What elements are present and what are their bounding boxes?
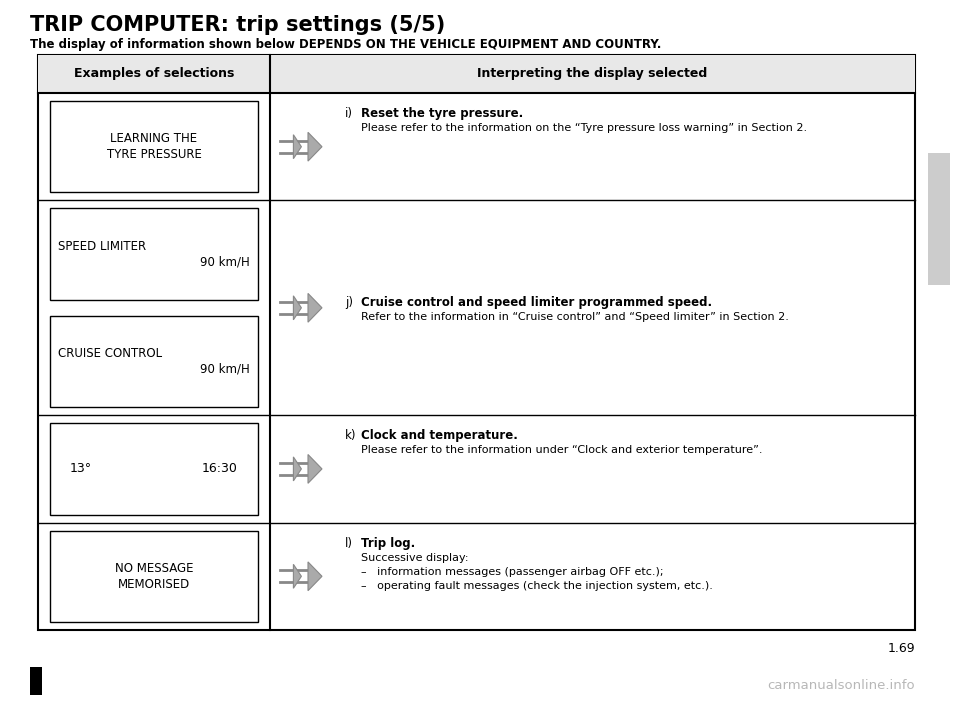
Text: CRUISE CONTROL: CRUISE CONTROL: [58, 347, 162, 360]
Bar: [30, 667, 42, 695]
Text: Successive display:: Successive display:: [361, 552, 468, 562]
Text: Examples of selections: Examples of selections: [74, 67, 234, 80]
Bar: [928, 153, 950, 285]
Text: TYRE PRESSURE: TYRE PRESSURE: [107, 148, 202, 161]
Text: j): j): [345, 296, 353, 309]
Text: Reset the tyre pressure.: Reset the tyre pressure.: [361, 107, 523, 120]
Text: NO MESSAGE: NO MESSAGE: [115, 562, 193, 575]
Polygon shape: [308, 562, 322, 591]
Polygon shape: [294, 296, 301, 320]
Polygon shape: [308, 132, 322, 161]
Text: The display of information shown below DEPENDS ON THE VEHICLE EQUIPMENT AND COUN: The display of information shown below D…: [30, 38, 661, 51]
Text: carmanualsonline.info: carmanualsonline.info: [767, 679, 915, 692]
Polygon shape: [294, 564, 301, 589]
Text: k): k): [345, 430, 356, 442]
Bar: [50, 316, 258, 408]
Text: i): i): [345, 107, 353, 120]
Text: 16:30: 16:30: [203, 462, 238, 476]
Text: 13°: 13°: [70, 462, 92, 476]
Text: Please refer to the information on the “Tyre pressure loss warning” in Section 2: Please refer to the information on the “…: [361, 123, 807, 133]
Bar: [38, 55, 915, 93]
Text: –   operating fault messages (check the injection system, etc.).: – operating fault messages (check the in…: [361, 581, 713, 591]
Polygon shape: [294, 135, 301, 159]
Bar: [50, 530, 258, 622]
Text: Cruise control and speed limiter programmed speed.: Cruise control and speed limiter program…: [361, 296, 712, 309]
Text: Refer to the information in “Cruise control” and “Speed limiter” in Section 2.: Refer to the information in “Cruise cont…: [361, 312, 789, 322]
Polygon shape: [308, 293, 322, 322]
Bar: [38, 55, 915, 630]
Text: Clock and temperature.: Clock and temperature.: [361, 430, 517, 442]
Bar: [50, 209, 258, 300]
Text: Interpreting the display selected: Interpreting the display selected: [477, 67, 708, 80]
Text: SPEED LIMITER: SPEED LIMITER: [58, 239, 146, 253]
Polygon shape: [308, 454, 322, 484]
Text: 90 km/H: 90 km/H: [201, 256, 250, 268]
Text: Trip log.: Trip log.: [361, 537, 416, 550]
Text: –   information messages (passenger airbag OFF etc.);: – information messages (passenger airbag…: [361, 567, 663, 577]
Text: 90 km/H: 90 km/H: [201, 363, 250, 376]
Text: TRIP COMPUTER: trip settings (5/5): TRIP COMPUTER: trip settings (5/5): [30, 15, 445, 35]
Text: 1.69: 1.69: [887, 642, 915, 655]
Text: l): l): [345, 537, 353, 550]
Text: Please refer to the information under “Clock and exterior temperature”.: Please refer to the information under “C…: [361, 445, 762, 455]
Text: LEARNING THE: LEARNING THE: [110, 132, 198, 146]
Polygon shape: [294, 457, 301, 481]
Bar: [50, 101, 258, 192]
Bar: [50, 423, 258, 515]
Text: MEMORISED: MEMORISED: [118, 578, 190, 591]
